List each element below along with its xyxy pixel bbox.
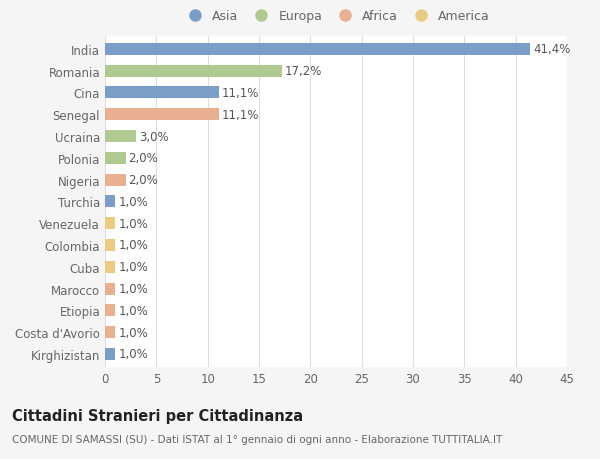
- Bar: [105, 44, 530, 56]
- Bar: [105, 174, 125, 186]
- Bar: [105, 196, 115, 208]
- Text: 2,0%: 2,0%: [128, 152, 158, 165]
- Bar: [105, 240, 115, 252]
- Text: COMUNE DI SAMASSI (SU) - Dati ISTAT al 1° gennaio di ogni anno - Elaborazione TU: COMUNE DI SAMASSI (SU) - Dati ISTAT al 1…: [12, 434, 502, 444]
- Bar: [105, 348, 115, 360]
- Legend: Asia, Europa, Africa, America: Asia, Europa, Africa, America: [178, 7, 494, 27]
- Bar: [105, 131, 136, 143]
- Bar: [105, 305, 115, 317]
- Text: 1,0%: 1,0%: [118, 326, 148, 339]
- Bar: [105, 87, 219, 99]
- Text: 11,1%: 11,1%: [222, 108, 259, 122]
- Text: 2,0%: 2,0%: [128, 174, 158, 187]
- Bar: [105, 218, 115, 230]
- Bar: [105, 261, 115, 273]
- Bar: [105, 283, 115, 295]
- Bar: [105, 152, 125, 164]
- Text: 1,0%: 1,0%: [118, 282, 148, 296]
- Bar: [105, 66, 281, 78]
- Text: 1,0%: 1,0%: [118, 239, 148, 252]
- Text: 1,0%: 1,0%: [118, 196, 148, 208]
- Text: 1,0%: 1,0%: [118, 347, 148, 361]
- Bar: [105, 326, 115, 338]
- Text: 1,0%: 1,0%: [118, 217, 148, 230]
- Text: Cittadini Stranieri per Cittadinanza: Cittadini Stranieri per Cittadinanza: [12, 409, 303, 424]
- Text: 17,2%: 17,2%: [284, 65, 322, 78]
- Text: 3,0%: 3,0%: [139, 130, 169, 143]
- Text: 1,0%: 1,0%: [118, 261, 148, 274]
- Text: 1,0%: 1,0%: [118, 304, 148, 317]
- Text: 11,1%: 11,1%: [222, 87, 259, 100]
- Bar: [105, 109, 219, 121]
- Text: 41,4%: 41,4%: [533, 43, 571, 56]
